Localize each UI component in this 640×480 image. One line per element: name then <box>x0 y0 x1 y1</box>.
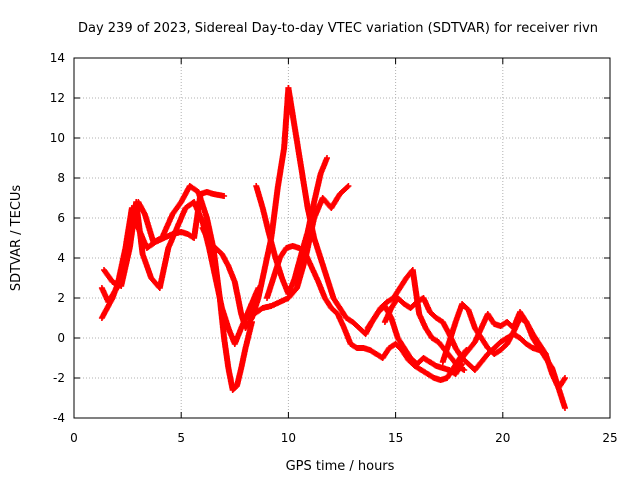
series-track-8 <box>264 243 470 383</box>
plot-frame <box>73 57 611 419</box>
x-tick-label: 20 <box>495 431 510 445</box>
y-tick-label: 14 <box>50 51 65 65</box>
y-tick-label: 4 <box>57 251 65 265</box>
x-tick-label: 0 <box>70 431 78 445</box>
y-tick-label: 8 <box>57 171 65 185</box>
series-markers <box>264 243 470 383</box>
y-tick-label: -2 <box>53 371 65 385</box>
y-tick-label: 0 <box>57 331 65 345</box>
y-tick-label: 2 <box>57 291 65 305</box>
y-axis-label: SDTVAR / TECUs <box>9 185 24 292</box>
y-tick-label: 6 <box>57 211 65 225</box>
series-track-4 <box>199 85 292 331</box>
x-tick-label: 25 <box>602 431 617 445</box>
series-markers <box>199 85 292 331</box>
x-tick-label: 5 <box>177 431 185 445</box>
series-track-12 <box>452 309 568 391</box>
series-track-5 <box>242 183 352 321</box>
series-markers <box>242 183 352 321</box>
x-tick-label: 15 <box>388 431 403 445</box>
y-tick-label: 10 <box>50 131 65 145</box>
x-axis-label: GPS time / hours <box>286 459 395 474</box>
x-tick-label: 10 <box>281 431 296 445</box>
y-tick-label: -4 <box>53 411 65 425</box>
grid-lines <box>74 58 610 418</box>
data-series <box>98 85 568 411</box>
series-markers <box>452 309 568 391</box>
chart-title: Day 239 of 2023, Sidereal Day-to-day VTE… <box>78 21 598 36</box>
y-tick-label: 12 <box>50 91 65 105</box>
